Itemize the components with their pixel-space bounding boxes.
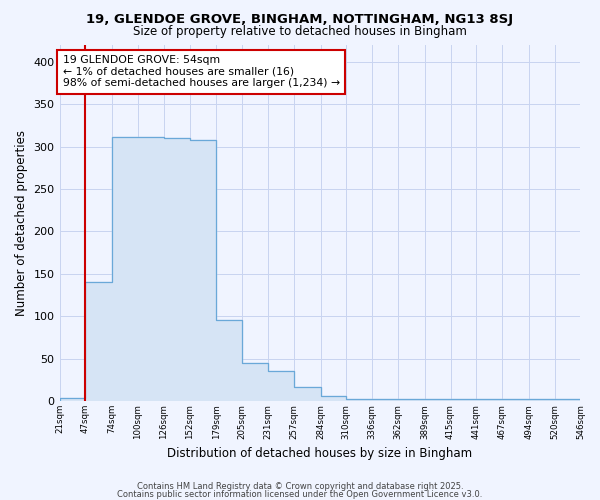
Y-axis label: Number of detached properties: Number of detached properties xyxy=(15,130,28,316)
Text: Contains public sector information licensed under the Open Government Licence v3: Contains public sector information licen… xyxy=(118,490,482,499)
X-axis label: Distribution of detached houses by size in Bingham: Distribution of detached houses by size … xyxy=(167,447,473,460)
Text: Size of property relative to detached houses in Bingham: Size of property relative to detached ho… xyxy=(133,25,467,38)
Polygon shape xyxy=(59,138,581,401)
Text: 19, GLENDOE GROVE, BINGHAM, NOTTINGHAM, NG13 8SJ: 19, GLENDOE GROVE, BINGHAM, NOTTINGHAM, … xyxy=(86,12,514,26)
Text: Contains HM Land Registry data © Crown copyright and database right 2025.: Contains HM Land Registry data © Crown c… xyxy=(137,482,463,491)
Text: 19 GLENDOE GROVE: 54sqm
← 1% of detached houses are smaller (16)
98% of semi-det: 19 GLENDOE GROVE: 54sqm ← 1% of detached… xyxy=(62,55,340,88)
